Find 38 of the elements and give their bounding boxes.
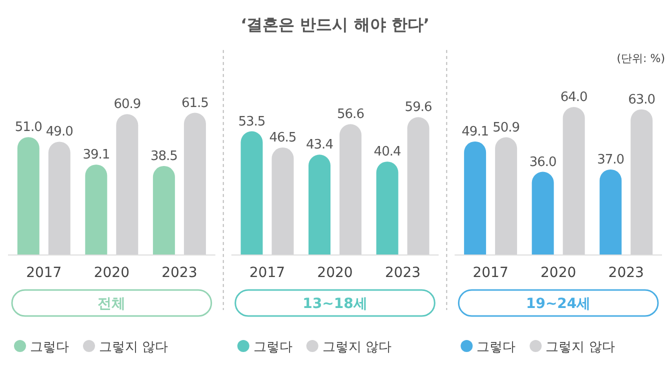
- legend-label: 그렇다: [476, 340, 516, 355]
- data-label: 46.5: [269, 130, 296, 146]
- x-tick-label: 2020: [540, 265, 576, 281]
- data-label: 51.0: [14, 120, 42, 136]
- data-label: 60.9: [114, 97, 141, 112]
- text: 19~24세: [526, 296, 591, 312]
- data-label: 59.6: [404, 100, 432, 116]
- chart-title: ‘결혼은 반드시 해야 한다’: [240, 15, 430, 34]
- data-label: 61.5: [181, 96, 209, 111]
- x-tick-label: 2017: [249, 265, 286, 281]
- x-tick-label: 2023: [384, 265, 421, 281]
- x-tick-label: 2020: [94, 265, 130, 281]
- data-label: 39.1: [82, 148, 110, 163]
- legend-label: 그렇다: [253, 340, 292, 355]
- x-tick-label: 2020: [317, 265, 353, 281]
- x-tick-label: 2017: [472, 265, 508, 281]
- x-tick-label: 2023: [608, 265, 644, 281]
- data-label: 37.0: [597, 152, 624, 168]
- legend-label: 그렇지 않다: [546, 340, 615, 355]
- data-label: 56.6: [337, 107, 364, 122]
- text: 13~18세: [302, 296, 368, 312]
- data-label: 49.1: [462, 124, 489, 140]
- legend-label: 그렇지 않다: [322, 340, 392, 355]
- data-label: 36.0: [529, 154, 557, 170]
- legend-label: 그렇다: [30, 340, 69, 355]
- text: 전체: [98, 296, 126, 312]
- data-label: 53.5: [238, 114, 266, 130]
- x-tick-label: 2017: [26, 265, 62, 281]
- data-label: 43.4: [306, 138, 334, 153]
- data-label: 49.0: [46, 124, 74, 140]
- data-label: 38.5: [150, 148, 178, 164]
- legend-label: 그렇지 않다: [99, 340, 168, 355]
- x-tick-label: 2023: [162, 265, 198, 281]
- data-label: 64.0: [560, 90, 588, 105]
- data-label: 40.4: [374, 144, 401, 160]
- data-label: 63.0: [628, 92, 656, 108]
- data-label: 50.9: [492, 120, 520, 136]
- text: (단위: %): [616, 52, 665, 65]
